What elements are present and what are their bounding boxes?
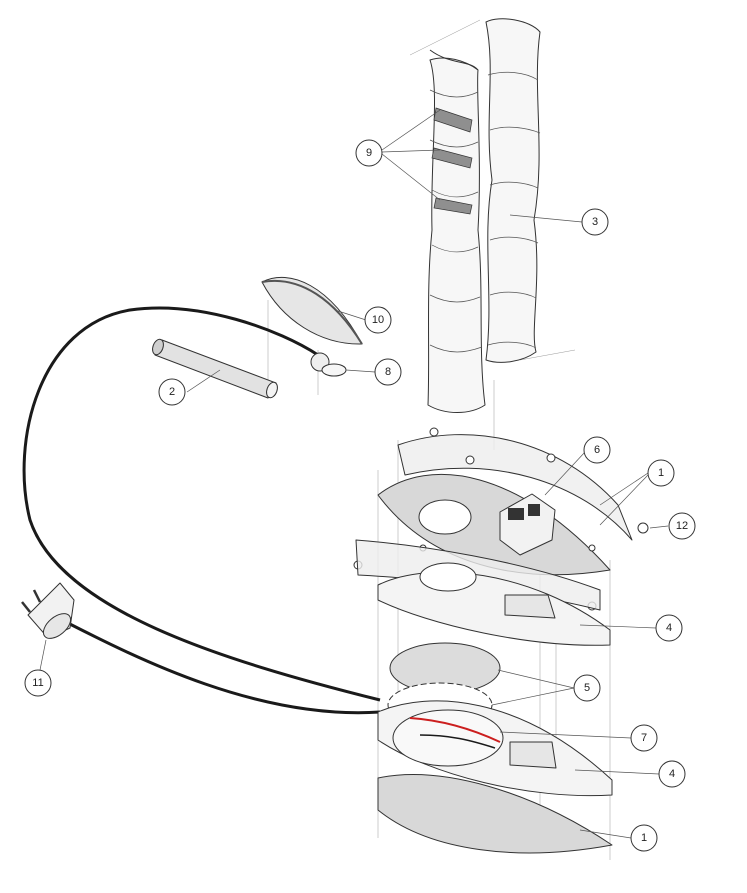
rear-column-segments bbox=[485, 18, 541, 363]
callout-10: 10 bbox=[364, 306, 392, 334]
upper-side-panel bbox=[397, 434, 633, 541]
callout-1-lower: 1 bbox=[630, 824, 658, 852]
callout-6: 6 bbox=[583, 436, 611, 464]
svg-text:11: 11 bbox=[32, 677, 43, 689]
callout-9: 11 bbox=[24, 669, 52, 697]
callout-1-upper: 1 bbox=[647, 459, 675, 487]
callouts: 9 3 10 8 2 6 1 12 bbox=[24, 139, 696, 852]
toggle-switch bbox=[310, 352, 347, 377]
transformer-block bbox=[499, 493, 556, 556]
callout-8: 8 bbox=[374, 358, 402, 386]
svg-text:7: 7 bbox=[641, 732, 647, 744]
upper-ring bbox=[355, 539, 611, 646]
callout-11: 9 bbox=[355, 139, 383, 167]
svg-text:1: 1 bbox=[641, 832, 647, 844]
svg-text:6: 6 bbox=[594, 444, 600, 456]
callout-12: 12 bbox=[668, 512, 696, 540]
callout-7: 7 bbox=[630, 724, 658, 752]
svg-text:1: 1 bbox=[658, 467, 664, 479]
svg-text:2: 2 bbox=[169, 386, 175, 398]
svg-text:10: 10 bbox=[372, 314, 384, 326]
callout-5: 5 bbox=[573, 674, 601, 702]
svg-text:4: 4 bbox=[669, 768, 675, 780]
svg-text:9: 9 bbox=[366, 147, 372, 159]
front-column-segments bbox=[427, 49, 486, 413]
power-plug bbox=[21, 582, 75, 639]
svg-text:8: 8 bbox=[385, 366, 391, 378]
callout-4-upper: 4 bbox=[655, 614, 683, 642]
svg-text:4: 4 bbox=[666, 622, 672, 634]
tube-part bbox=[152, 338, 278, 399]
leader-lines bbox=[39, 109, 669, 839]
svg-text:5: 5 bbox=[584, 682, 590, 694]
callout-4-lower: 4 bbox=[658, 760, 686, 788]
callout-3: 3 bbox=[581, 208, 609, 236]
svg-text:12: 12 bbox=[676, 520, 688, 532]
svg-text:3: 3 bbox=[592, 216, 598, 228]
callout-2: 2 bbox=[158, 378, 186, 406]
upper-plate bbox=[377, 473, 611, 576]
bottom-plate bbox=[377, 774, 613, 854]
power-cable bbox=[22, 306, 381, 715]
leaf-cover bbox=[261, 276, 363, 345]
lower-housing bbox=[377, 700, 613, 797]
